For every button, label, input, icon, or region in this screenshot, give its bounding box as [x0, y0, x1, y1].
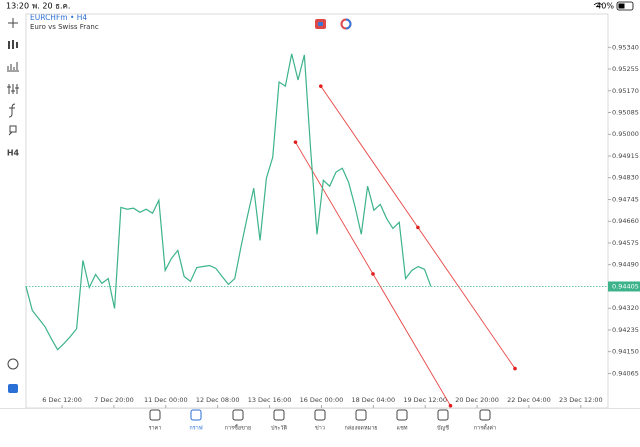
current-price-box	[608, 281, 640, 292]
x-tick-label: 20 Dec 20:00	[455, 396, 499, 404]
trend-midpoint	[371, 272, 375, 276]
x-tick-label: 7 Dec 20:00	[94, 396, 134, 404]
tab-icon	[479, 409, 491, 421]
y-tick-label: 0.94575	[612, 239, 639, 247]
tab-label: การซื้อขาย	[225, 424, 251, 432]
tab[interactable]: ข่าว	[314, 409, 326, 432]
trend-point	[448, 403, 453, 408]
y-tick-label: 0.94150	[612, 348, 639, 356]
zoom-tool[interactable]	[7, 358, 19, 370]
account-icon[interactable]	[8, 384, 18, 393]
tab-icon	[273, 409, 285, 421]
timeframe[interactable]: H4	[7, 149, 20, 158]
trend-midpoint	[416, 225, 420, 230]
tab[interactable]: ราคา	[149, 409, 162, 432]
y-tick-label: 0.94320	[612, 304, 639, 312]
tab-label: กล่องจดหมาย	[344, 426, 377, 432]
tab[interactable]: การตั้งค่า	[474, 409, 496, 432]
trend-point	[513, 366, 517, 371]
trend-point	[293, 140, 298, 144]
y-tick-label: 0.94745	[612, 195, 639, 203]
indicators-tool[interactable]	[7, 84, 19, 94]
current-price-label: 0.94405	[612, 282, 639, 290]
y-tick-label: 0.95085	[612, 109, 639, 117]
crosshair-tool[interactable]	[8, 18, 18, 28]
tab-icon	[149, 409, 161, 421]
symbol-description: Euro vs Swiss Franc	[30, 23, 99, 31]
tab[interactable]: ประวัติ	[271, 409, 287, 432]
tab-label: ประวัติ	[271, 425, 287, 432]
tab[interactable]: แชท	[396, 409, 408, 432]
x-tick-label: 11 Dec 00:00	[144, 396, 188, 404]
chart-type-tool[interactable]	[8, 40, 18, 49]
tab-icon	[437, 409, 449, 421]
symbol[interactable]: EURCHFm • H4	[30, 13, 87, 22]
y-tick-label: 0.95340	[612, 43, 639, 51]
y-tick-label: 0.94915	[612, 152, 639, 160]
indicator-icon-half	[345, 18, 352, 30]
price-line	[25, 53, 432, 351]
x-tick-label: 12 Dec 08:00	[196, 396, 240, 404]
x-tick-label: 22 Dec 04:00	[507, 396, 551, 404]
status-date: พ. 20 ธ.ค.	[32, 2, 70, 11]
tab-icon	[396, 409, 408, 421]
one-click-icon	[318, 22, 323, 26]
tab[interactable]: การซื้อขาย	[225, 409, 251, 432]
tab[interactable]: กราฟ	[189, 409, 203, 432]
y-tick-label: 0.94065	[612, 369, 639, 377]
tab-bar: ราคา กราฟ การซื้อขาย ประวัติ ข่าว กล่องจดหมาย…	[149, 409, 496, 432]
left-toolbar	[7, 18, 19, 370]
tab-icon	[355, 409, 367, 421]
tab-label: แชท	[397, 425, 408, 432]
tab-label: กราฟ	[189, 425, 202, 432]
tab-label: บัญชี	[437, 425, 449, 432]
tab-label: การตั้งค่า	[474, 424, 496, 432]
x-tick-label: 18 Dec 04:00	[351, 396, 395, 404]
x-tick-label: 19 Dec 12:00	[403, 396, 447, 404]
y-tick-label: 0.95170	[612, 87, 639, 95]
y-tick-label: 0.94490	[612, 261, 639, 269]
tab-icon	[190, 409, 202, 421]
objects-tool[interactable]	[8, 125, 17, 136]
tab-label: ข่าว	[315, 426, 325, 432]
battery-icon	[616, 1, 634, 11]
tab-icon	[314, 409, 326, 421]
wifi-icon	[593, 2, 603, 8]
tab-label: ราคา	[149, 426, 162, 432]
y-tick-label: 0.94660	[612, 217, 639, 225]
status-battery-text: 40%	[596, 2, 614, 11]
function-tool[interactable]	[8, 103, 16, 118]
y-tick-label: 0.95255	[612, 65, 639, 73]
battery-level	[618, 3, 625, 9]
status-time: 13:20	[6, 2, 29, 11]
tab[interactable]: กล่องจดหมาย	[344, 409, 378, 432]
y-tick-label: 0.94830	[612, 174, 639, 182]
y-tick-label: 0.95000	[612, 130, 639, 138]
x-tick-label: 23 Dec 12:00	[559, 396, 603, 404]
tab[interactable]: บัญชี	[437, 409, 449, 432]
trend-point	[318, 84, 323, 88]
tab-icon	[232, 409, 244, 421]
x-tick-label: 16 Dec 00:00	[300, 396, 344, 404]
volume-tool[interactable]	[7, 62, 19, 72]
plot-area: 0.95340 0.95255 0.95170 0.95085 0.95000 0.949…	[25, 43, 640, 408]
x-tick-label: 6 Dec 12:00	[42, 396, 82, 404]
x-tick-label: 13 Dec 16:00	[248, 396, 292, 404]
y-tick-label: 0.94235	[612, 326, 639, 334]
